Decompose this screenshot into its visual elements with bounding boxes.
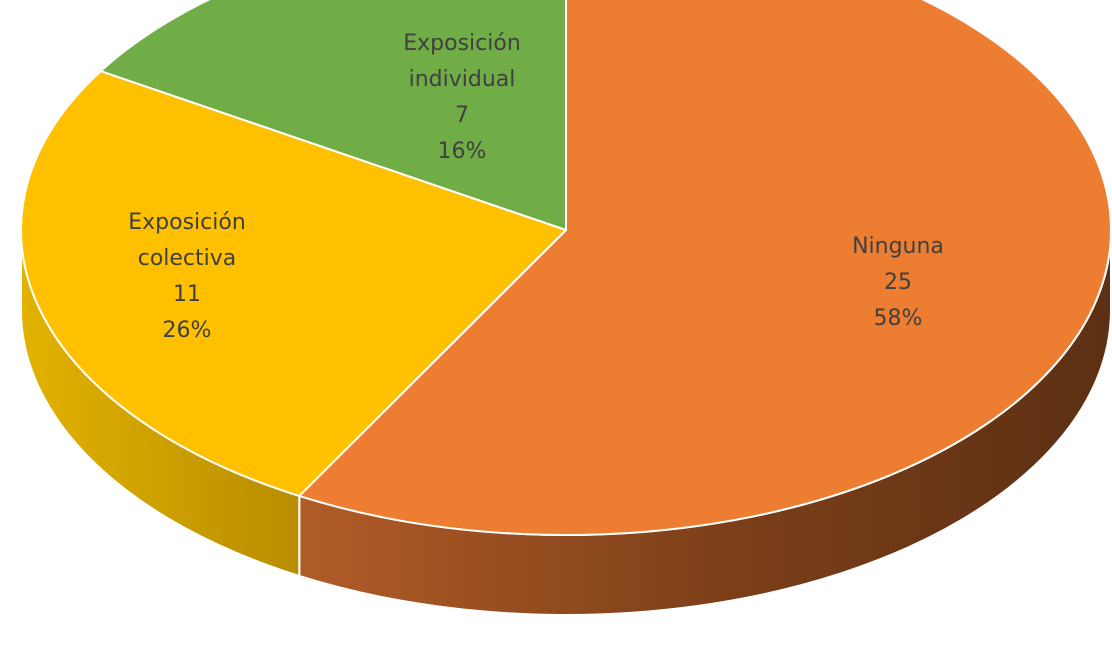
pie-tops xyxy=(20,0,1112,536)
data-label-exposicion-individual: Exposición individual 7 16% xyxy=(403,31,521,164)
pie-slice-ninguna xyxy=(298,0,1112,536)
data-label-name: individual xyxy=(409,67,516,92)
data-label-name: colectiva xyxy=(138,246,237,271)
data-label-name: Exposición xyxy=(128,210,246,235)
data-label-value: 11 xyxy=(173,282,201,307)
data-label-percent: 16% xyxy=(438,139,487,164)
data-label-value: 7 xyxy=(455,103,469,128)
pie-slice-exposicion-individual xyxy=(99,0,567,231)
data-label-percent: 26% xyxy=(163,318,212,343)
data-label-ninguna: Ninguna 25 58% xyxy=(852,234,944,331)
pie-slice-exposicion-colectiva xyxy=(20,70,567,497)
data-label-name: Ninguna xyxy=(852,234,944,259)
data-label-percent: 58% xyxy=(874,306,923,331)
slice-labels: Ninguna 25 58%Exposición colectiva 11 26%Expo… xyxy=(128,31,944,343)
data-label-exposicion-colectiva: Exposición colectiva 11 26% xyxy=(128,210,246,343)
data-label-name: Exposición xyxy=(403,31,521,56)
data-label-value: 25 xyxy=(884,270,912,295)
